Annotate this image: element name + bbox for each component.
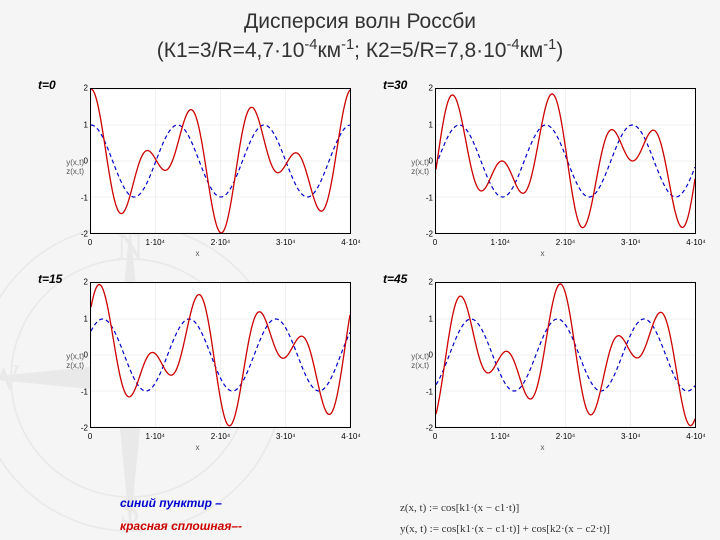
x-ticks: 01·10⁴2·10⁴3·10⁴4·10⁴ [90, 432, 351, 446]
panel-label: t=15 [38, 272, 62, 286]
curves [91, 89, 350, 233]
panel-label: t=0 [38, 78, 56, 92]
curves [91, 283, 350, 427]
y-ticks: -2-1012 [423, 282, 433, 428]
title-line1: Дисперсия волн Россби [244, 10, 476, 33]
x-ticks: 01·10⁴2·10⁴3·10⁴4·10⁴ [90, 238, 351, 252]
panel-t0: t=0y(x,t)z(x,t)-2-101201·10⁴2·10⁴3·10⁴4·… [40, 80, 355, 256]
plot-area [90, 282, 351, 428]
x-axis-label: x [196, 443, 200, 452]
panel-t30: t=30y(x,t)z(x,t)-2-101201·10⁴2·10⁴3·10⁴4… [385, 80, 700, 256]
plot-area [90, 88, 351, 234]
y-ticks: -2-1012 [423, 88, 433, 234]
x-axis-label: x [541, 443, 545, 452]
legend-blue: синий пунктир – [120, 492, 242, 515]
y-ticks: -2-1012 [78, 282, 88, 428]
curves [436, 283, 695, 427]
curves [436, 89, 695, 233]
plot-area [435, 282, 696, 428]
x-axis-label: x [541, 249, 545, 258]
formula-y: y(x, t) := cos[k1·(x − c1·t)] + cos[k2·(… [400, 519, 610, 540]
x-axis-label: x [196, 249, 200, 258]
panel-label: t=45 [383, 272, 407, 286]
panel-label: t=30 [383, 78, 407, 92]
legend: синий пунктир – красная сплошная–- [120, 492, 242, 538]
legend-red: красная сплошная–- [120, 515, 242, 538]
x-ticks: 01·10⁴2·10⁴3·10⁴4·10⁴ [435, 238, 696, 252]
plot-area [435, 88, 696, 234]
formulas: z(x, t) := cos[k1·(x − c1·t)] y(x, t) :=… [400, 498, 610, 540]
panel-t45: t=45y(x,t)z(x,t)-2-101201·10⁴2·10⁴3·10⁴4… [385, 274, 700, 450]
panels-grid: t=0y(x,t)z(x,t)-2-101201·10⁴2·10⁴3·10⁴4·… [40, 80, 700, 450]
y-ticks: -2-1012 [78, 88, 88, 234]
page-title: Дисперсия волн Россби (К1=3/R=4,7·10-4км… [0, 8, 720, 66]
formula-z: z(x, t) := cos[k1·(x − c1·t)] [400, 498, 610, 519]
svg-text:W: W [0, 358, 21, 399]
panel-t15: t=15y(x,t)z(x,t)-2-101201·10⁴2·10⁴3·10⁴4… [40, 274, 355, 450]
x-ticks: 01·10⁴2·10⁴3·10⁴4·10⁴ [435, 432, 696, 446]
title-line2: (К1=3/R=4,7·10-4км-1; К2=5/R=7,8·10-4км-… [157, 39, 564, 62]
